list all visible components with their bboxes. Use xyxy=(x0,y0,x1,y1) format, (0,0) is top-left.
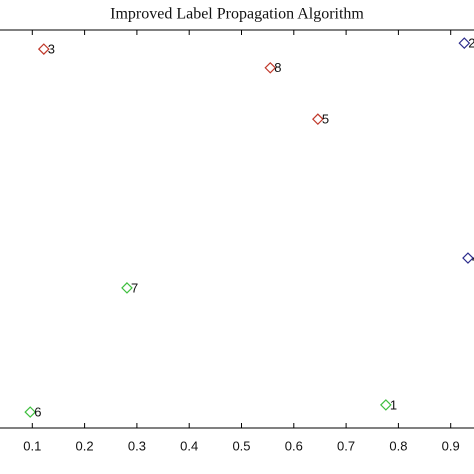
x-tick-label: 0.1 xyxy=(23,438,41,453)
point-label: 3 xyxy=(48,42,55,57)
point xyxy=(379,399,392,411)
point xyxy=(462,252,474,264)
point xyxy=(264,61,277,74)
point-label: 5 xyxy=(322,112,329,127)
x-tick-label: 0.2 xyxy=(76,438,94,453)
point-label: 2 xyxy=(468,36,474,51)
point xyxy=(37,43,50,55)
plot-frame xyxy=(0,29,474,429)
point-label: 1 xyxy=(390,397,397,412)
point-label: 4 xyxy=(472,250,474,265)
x-tick-label: 0.7 xyxy=(337,438,355,453)
x-tick-label: 0.5 xyxy=(232,438,250,453)
point-label: 6 xyxy=(34,405,41,420)
point-label: 8 xyxy=(274,60,281,75)
point xyxy=(121,282,133,294)
point xyxy=(312,113,324,126)
point xyxy=(458,37,471,49)
x-tick-label: 0.3 xyxy=(128,438,146,453)
x-tick-label: 0.8 xyxy=(389,438,407,453)
x-tick-label: 0.9 xyxy=(442,438,460,453)
chart-title: Improved Label Propagation Algorithm xyxy=(110,6,364,23)
point xyxy=(24,406,37,418)
point-label: 7 xyxy=(131,280,138,295)
x-tick-label: 0.4 xyxy=(180,438,198,453)
x-tick-label: 0.6 xyxy=(285,438,303,453)
